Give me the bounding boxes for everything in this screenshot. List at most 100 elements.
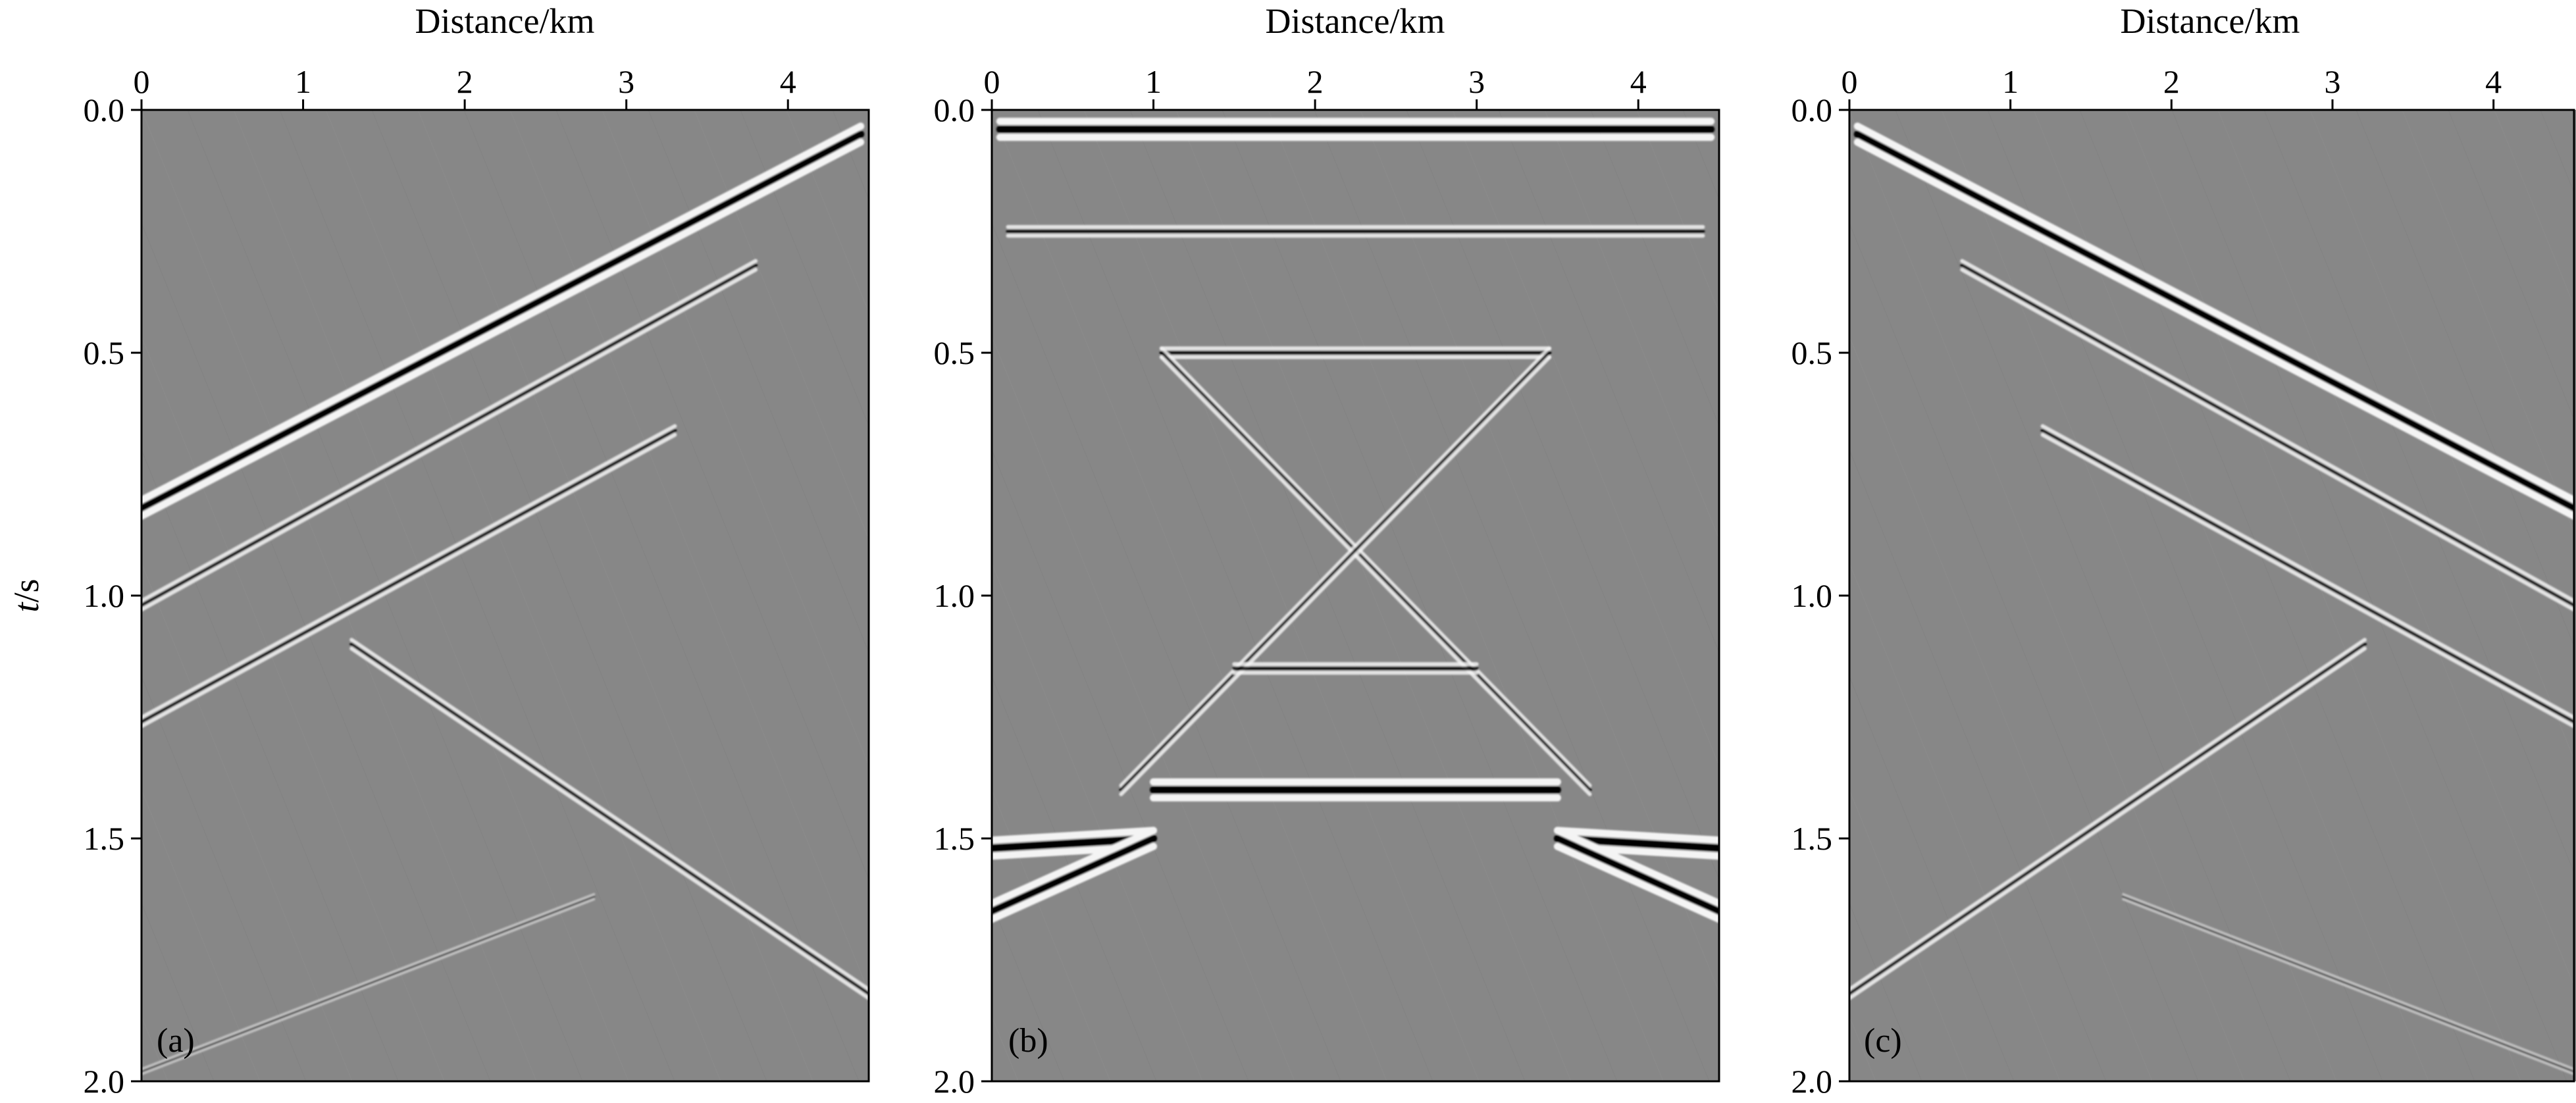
texture-line [1222, 110, 1617, 1081]
seismic-event-9-peak [992, 842, 1158, 923]
y-tick-label: 2.0 [1791, 1063, 1833, 1100]
panel-a-y-ticks: 0.0 0.5 1.0 1.5 2.0 [84, 91, 142, 1100]
panel-c-y-ticks: 0.0 0.5 1.0 1.5 2.0 [1791, 91, 1849, 1100]
panel-b-xlabel: Distance/km [1266, 1, 1445, 41]
texture-line [1757, 110, 2152, 1081]
seismic-event-3-peak [1849, 646, 2367, 1000]
y-tick-label: 1.5 [934, 820, 975, 857]
texture-line [556, 110, 951, 1081]
panel-b-background [992, 110, 1719, 1081]
x-tick-label: 0 [134, 63, 150, 100]
seismic-event-4-trough [142, 895, 596, 1073]
panel-b-y-ticks: 0.0 0.5 1.0 1.5 2.0 [934, 91, 992, 1100]
seismic-event-2-trough [142, 428, 677, 724]
panel-b-events [992, 117, 1719, 923]
x-tick-label: 2 [1307, 63, 1324, 100]
x-tick-label: 4 [2485, 63, 2502, 100]
seismic-event-0-peak [142, 138, 865, 520]
panel-c-x-ticks: 0 1 2 3 4 [1842, 63, 2502, 110]
seismic-event-3-peak [349, 638, 869, 992]
x-tick-label: 3 [618, 63, 634, 100]
panel-b: 0 1 2 3 4 0.0 0.5 1.0 1.5 2.0 Distance/km (b) [715, 1, 1940, 1100]
texture-line [648, 110, 1043, 1081]
texture-line [1176, 110, 1571, 1081]
texture-line [2264, 110, 2576, 1081]
texture-line [2080, 110, 2475, 1081]
panel-a-x-ticks: 0 1 2 3 4 [134, 63, 796, 110]
y-tick-label: 1.0 [934, 577, 975, 614]
seismic-event-4-peak [142, 892, 596, 1071]
texture-line [95, 110, 490, 1081]
texture-line [49, 110, 444, 1081]
y-tick-label: 1.0 [84, 577, 125, 614]
y-tick-label: 0.0 [1791, 91, 1833, 128]
seismic-event-7-peak [992, 827, 1158, 844]
y-tick-label: 2.0 [84, 1063, 125, 1100]
x-tick-label: 1 [295, 63, 311, 100]
seismic-event-4-trough [2122, 895, 2574, 1073]
seismic-event-4-peak [1119, 346, 1552, 788]
y-tick-label: 0.5 [1791, 334, 1833, 371]
seismic-event-0-trough [142, 130, 865, 512]
texture-line [464, 110, 859, 1081]
seismic-event-4-peak [2122, 892, 2574, 1071]
y-axis-label-italic: t [7, 602, 46, 613]
texture-line [900, 110, 1295, 1081]
texture-line [1711, 110, 2106, 1081]
texture-line [1665, 110, 2060, 1081]
y-tick-label: 1.5 [1791, 820, 1833, 857]
y-tick-label: 0.5 [934, 334, 975, 371]
y-axis-label: t/s [7, 578, 46, 612]
texture-line [715, 110, 1110, 1081]
panel-c-texture [1297, 110, 2576, 1081]
panel-c-label: (c) [1864, 1022, 1902, 1060]
texture-line [1527, 110, 1922, 1081]
panel-c: 0 1 2 3 4 0.0 0.5 1.0 1.5 2.0 Distance/km (c) [1297, 1, 2576, 1100]
y-tick-label: 0.5 [84, 334, 125, 371]
texture-line [234, 110, 629, 1081]
texture-line [1360, 110, 1755, 1081]
x-tick-label: 1 [1145, 63, 1162, 100]
y-tick-label: 0.0 [84, 91, 125, 128]
texture-line [0, 110, 214, 1081]
seismic-event-2-peak [2040, 432, 2574, 729]
x-tick-label: 4 [780, 63, 796, 100]
texture-line [2494, 110, 2576, 1081]
texture-line [1406, 110, 1801, 1081]
texture-line [1545, 110, 1940, 1081]
texture-line [1499, 110, 1893, 1081]
texture-line [1619, 110, 2014, 1081]
seismic-event-8-peak [1553, 827, 1719, 844]
x-tick-label: 0 [1842, 63, 1858, 100]
seismic-event-10-trough [1553, 834, 1719, 915]
y-tick-label: 0.0 [934, 91, 975, 128]
panel-a-background [142, 110, 869, 1081]
seismic-event-3-peak [1159, 355, 1592, 796]
seismic-event-3-trough [1849, 642, 2367, 996]
seismic-event-1-trough [1960, 263, 2574, 607]
seismic-event-9-trough [992, 834, 1158, 915]
seismic-event-2-peak [142, 424, 677, 720]
seismic-event-4-peak [142, 898, 596, 1075]
texture-line [2172, 110, 2567, 1081]
seismic-event-2-peak [2040, 424, 2574, 720]
texture-line [1038, 110, 1433, 1081]
texture-line [2310, 110, 2576, 1081]
x-tick-label: 3 [1468, 63, 1485, 100]
panel-a: 0 1 2 3 4 0.0 0.5 1.0 1.5 2.0 Distance/km (a) [0, 1, 1688, 1100]
x-tick-label: 0 [984, 63, 1000, 100]
texture-line [280, 110, 675, 1081]
texture-line [3, 110, 398, 1081]
seismic-event-1-peak [1960, 259, 2574, 603]
seismic-event-0-peak [142, 122, 865, 504]
panel-a-texture [0, 110, 1688, 1081]
seismic-event-9-peak [992, 827, 1158, 908]
texture-line [1803, 110, 2198, 1081]
texture-line [0, 110, 260, 1081]
y-tick-label: 2.0 [934, 1063, 975, 1100]
texture-line [992, 110, 1387, 1081]
seismic-event-1-peak [142, 267, 758, 612]
texture-line [2402, 110, 2576, 1081]
texture-line [142, 110, 536, 1081]
